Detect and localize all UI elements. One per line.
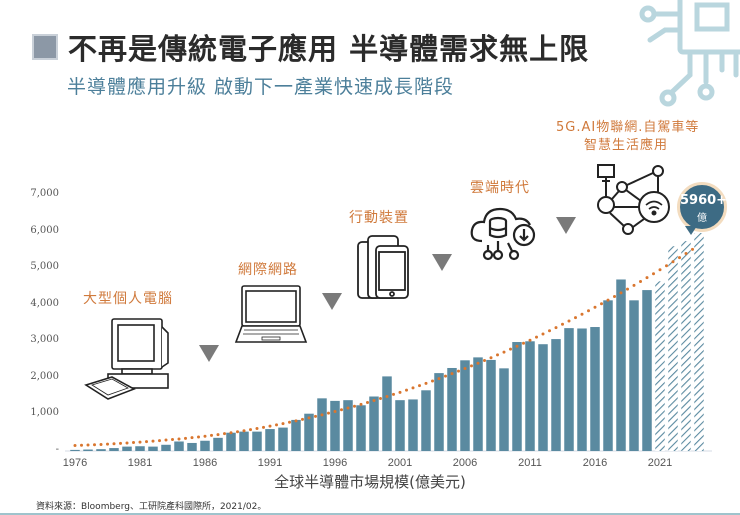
x-tick-label: 2011 — [518, 457, 542, 469]
bar — [109, 448, 119, 451]
y-tick-label: 7,000 — [30, 188, 59, 199]
y-tick-label: 2,000 — [30, 370, 59, 382]
bar — [291, 419, 301, 451]
bar — [577, 328, 587, 451]
trend-line — [73, 247, 694, 448]
bar — [486, 359, 496, 451]
era-label-cloud: 雲端時代 — [470, 180, 530, 196]
bar — [564, 328, 574, 451]
callout-tail — [685, 226, 697, 235]
page-subtitle: 半導體應用升級 啟動下一產業快速成長階段 — [67, 76, 455, 98]
y-tick-label: 1,000 — [30, 407, 59, 419]
x-tick-label: 2001 — [387, 457, 413, 469]
bar — [694, 233, 704, 451]
circuit-chip-decoration-icon — [639, 0, 740, 107]
bar — [252, 431, 262, 451]
down-arrow-icon — [322, 293, 342, 310]
bar — [447, 367, 457, 451]
bar — [473, 357, 483, 451]
bar — [304, 413, 314, 451]
bar — [356, 405, 366, 451]
era-label-iot: 5G.AI物聯網.自駕車等 — [556, 120, 700, 135]
bar — [213, 437, 223, 451]
x-tick-label: 2006 — [452, 457, 478, 469]
era-label-pc: 大型個人電腦 — [83, 291, 173, 307]
bar — [330, 400, 340, 451]
era-label-mobile: 行動裝置 — [349, 210, 409, 226]
cloud-database-icon — [470, 207, 536, 261]
bottom-divider — [0, 513, 740, 515]
forecast-callout: 5960+ 億 — [677, 182, 727, 232]
bar — [590, 327, 600, 451]
down-arrow-icon — [556, 217, 576, 234]
bar — [148, 446, 158, 451]
x-tick-label: 1986 — [192, 457, 218, 469]
bar — [122, 446, 132, 451]
bar — [460, 360, 470, 451]
bar — [174, 441, 184, 451]
bar — [187, 442, 197, 451]
era-label-internet: 網際網路 — [238, 262, 298, 278]
bar — [616, 279, 626, 451]
bar — [135, 446, 145, 451]
bar — [265, 429, 275, 451]
bar — [655, 281, 665, 451]
bar — [200, 440, 210, 451]
x-axis-title: 全球半導體市場規模(億美元) — [274, 473, 466, 491]
bar — [434, 373, 444, 451]
source-note: 資料來源：Bloomberg、工研院產科國際所，2021/02。 — [36, 502, 267, 512]
bar — [499, 368, 509, 451]
iot-network-icon — [597, 164, 670, 235]
title-block: 不再是傳統電子應用 半導體需求無上限 — [32, 26, 589, 68]
bar — [382, 376, 392, 451]
bar — [96, 449, 106, 451]
x-tick-label: 1996 — [322, 457, 348, 469]
bar — [83, 449, 93, 451]
bar — [421, 390, 431, 451]
x-tick-label: 1976 — [62, 457, 88, 469]
bar — [408, 399, 418, 451]
bar-series — [70, 233, 704, 451]
down-arrow-icon — [199, 345, 219, 362]
bar — [161, 444, 171, 451]
x-tick-label: 2021 — [647, 457, 673, 469]
bar — [278, 427, 288, 451]
era-label-iot-line2: 智慧生活應用 — [584, 138, 669, 153]
callout-unit: 億 — [697, 213, 707, 224]
bar — [70, 449, 80, 451]
bar — [343, 400, 353, 451]
title-bullet-icon — [32, 34, 58, 60]
bar — [525, 341, 535, 451]
x-tick-label: 1981 — [127, 457, 153, 469]
page-title: 不再是傳統電子應用 半導體需求無上限 — [68, 32, 590, 66]
bar — [395, 400, 405, 451]
bar — [642, 290, 652, 451]
bar — [629, 300, 639, 451]
x-tick-label: 2016 — [582, 457, 608, 469]
x-tick-label: 1991 — [257, 457, 283, 469]
bar — [226, 432, 236, 451]
bar — [603, 300, 613, 451]
bar — [668, 246, 678, 451]
y-tick-label: 4,000 — [30, 297, 59, 309]
callout-value: 5960+ — [680, 193, 728, 208]
y-tick-label: 5,000 — [30, 261, 59, 273]
bar — [681, 241, 691, 451]
down-arrow-icon — [432, 254, 452, 271]
bar — [317, 398, 327, 451]
desktop-computer-icon — [84, 318, 169, 400]
smartphone-icon — [357, 235, 409, 299]
y-tick-label: 3,000 — [30, 334, 59, 346]
laptop-icon — [234, 285, 308, 343]
bar — [369, 396, 379, 451]
bar — [538, 344, 548, 451]
bar — [239, 431, 249, 451]
bar — [551, 339, 561, 451]
y-tick-label: - — [55, 444, 59, 455]
bar — [512, 342, 522, 451]
y-tick-label: 6,000 — [30, 224, 59, 236]
